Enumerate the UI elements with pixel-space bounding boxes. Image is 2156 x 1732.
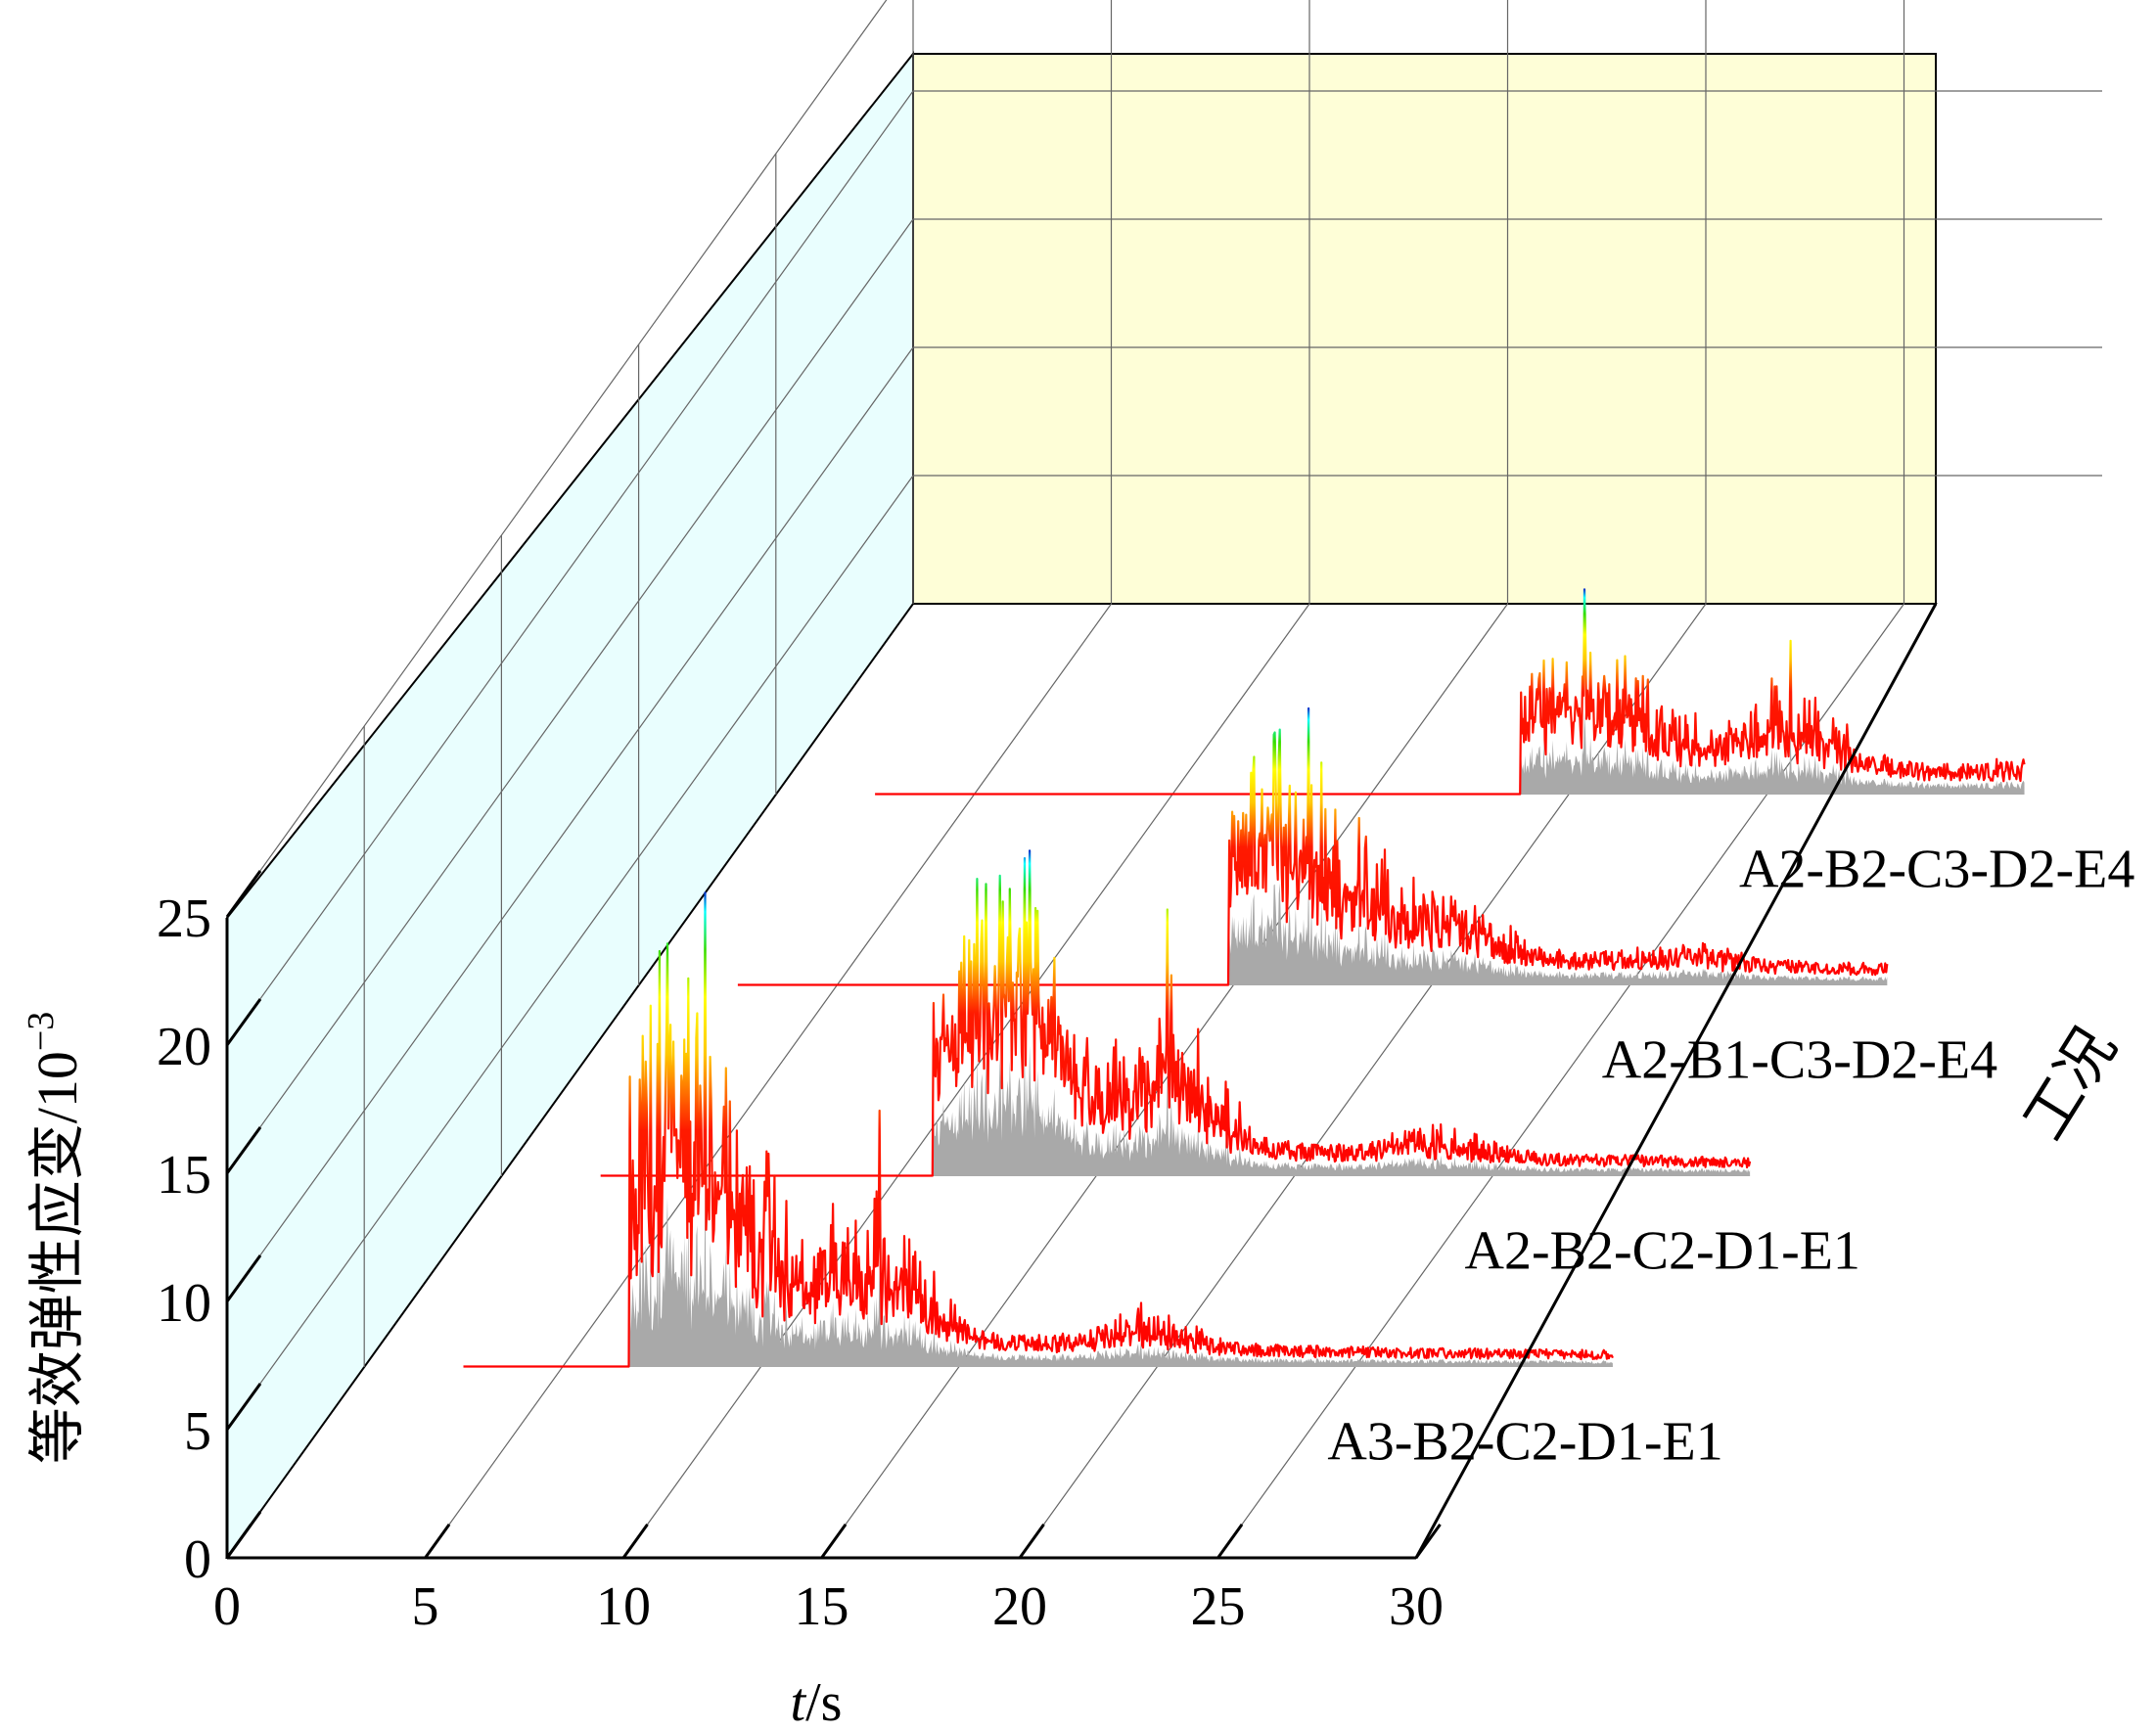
series-4-fill <box>875 712 2025 795</box>
y-tick-label-4: 20 <box>157 1017 211 1077</box>
series-1-line <box>463 891 1614 1368</box>
depth-axis-line <box>1414 603 1938 1559</box>
series-2-label: A2-B2-C2-D1-E1 <box>1465 1220 1860 1281</box>
x-tick-label-6: 30 <box>1389 1576 1444 1637</box>
series-3-line <box>737 706 1889 986</box>
grid-line-y-25 <box>226 0 888 918</box>
x-tick-5 <box>1216 1523 1244 1559</box>
y-tick-0 <box>225 1511 262 1559</box>
x-tick-label-4: 20 <box>992 1576 1047 1637</box>
grid-line-x-20 <box>1019 0 1707 1559</box>
z-axis-label: 工况 <box>2011 1017 2129 1151</box>
grid-line-x-15 <box>821 0 1509 1559</box>
y-tick-3 <box>225 1126 262 1174</box>
x-tick-4 <box>1018 1523 1045 1559</box>
grid-lines <box>226 0 2102 1559</box>
x-tick-label-1: 5 <box>412 1576 439 1637</box>
y-axis-label-text: 等效弹性应变/10 <box>25 1051 89 1464</box>
back-wall <box>912 53 1937 605</box>
x-tick-6 <box>1414 1523 1442 1559</box>
x-tick-label-5: 25 <box>1191 1576 1246 1637</box>
y-tick-4 <box>225 998 262 1046</box>
x-tick-label-0: 0 <box>213 1576 241 1637</box>
y-tick-2 <box>225 1254 262 1302</box>
series-3-label: A2-B1-C3-D2-E4 <box>1602 1029 1997 1090</box>
x-tick-2 <box>621 1523 649 1559</box>
x-tick-1 <box>424 1523 451 1559</box>
series-3: A2-B1-C3-D2-E4 <box>737 706 1997 1090</box>
series-4-line <box>874 588 2026 796</box>
series-4: A2-B2-C3-D2-E4 <box>874 588 2134 899</box>
y-tick-label-1: 5 <box>184 1401 211 1462</box>
series-4-label: A2-B2-C3-D2-E4 <box>1739 839 2134 899</box>
y-tick-label-2: 10 <box>157 1273 211 1334</box>
y-axis-label-exponent: −3 <box>21 1012 62 1051</box>
series-1-label: A3-B2-C2-D1-E1 <box>1327 1411 1722 1472</box>
y-tick-label-5: 25 <box>157 889 211 949</box>
x-tick-3 <box>820 1523 848 1559</box>
y-tick-1 <box>225 1383 262 1431</box>
grid-line-x-10 <box>622 0 1310 1559</box>
series-2-fill <box>600 1045 1751 1176</box>
series-2-line <box>600 849 1752 1177</box>
y-tick-label-0: 0 <box>184 1529 211 1590</box>
x-axis-label: t/s <box>791 1672 843 1732</box>
series-layer: A2-B2-C3-D2-E4 A2-B1-C3-D2-E4 A2-B2-C2-D1-… <box>463 588 2134 1472</box>
series-3-fill <box>737 874 1888 985</box>
x-tick-label-2: 10 <box>596 1576 651 1637</box>
x-tick-label-3: 15 <box>795 1576 849 1637</box>
series-1: A3-B2-C2-D1-E1 <box>463 891 1723 1472</box>
axis-ticks: 0 5 10 15 20 25 30 0 5 10 15 20 25 <box>157 870 1444 1637</box>
grid-line-x-25 <box>1217 0 1905 1559</box>
y-axis-label: 等效弹性应变/10−3 <box>21 1012 89 1465</box>
y-tick-5 <box>225 870 262 918</box>
series-2: A2-B2-C2-D1-E1 <box>600 849 1860 1281</box>
y-tick-label-3: 15 <box>157 1145 211 1206</box>
